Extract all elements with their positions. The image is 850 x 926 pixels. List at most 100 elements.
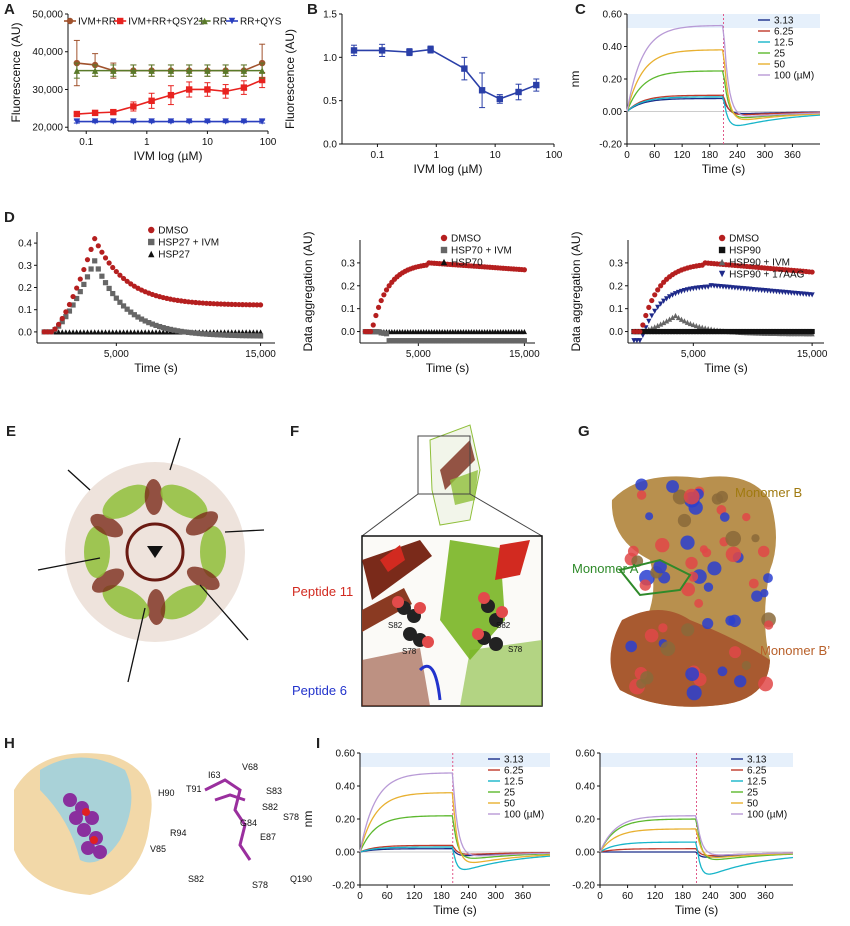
data-point [130, 118, 137, 125]
panel-g-structure-image: Monomer B Monomer A Monomer B’ [572, 476, 830, 707]
data-point [221, 332, 228, 338]
data-point [427, 46, 434, 53]
data-point [250, 333, 256, 339]
data-point [95, 329, 101, 335]
data-point [236, 301, 242, 308]
surface-charge-patch [672, 489, 688, 505]
series-line [626, 24, 821, 117]
data-point [809, 292, 815, 298]
data-point [471, 338, 477, 344]
x-tick-label: 60 [382, 891, 394, 902]
monomer-a-label: Monomer A [572, 561, 639, 576]
x-tick-label: 0 [357, 891, 363, 902]
data-point [211, 331, 217, 338]
surface-charge-patch [655, 537, 670, 553]
data-point [666, 294, 673, 300]
x-tick-label: 1 [144, 137, 150, 148]
legend-swatch-marker [201, 17, 208, 25]
data-point [63, 309, 69, 315]
monomer-b-prime-label: Monomer B’ [760, 643, 830, 658]
data-point [182, 329, 188, 335]
data-point [146, 329, 152, 335]
data-point [120, 329, 127, 335]
data-point [649, 297, 655, 304]
legend-label: IVM+RR [78, 17, 116, 28]
series-line [599, 841, 794, 875]
legend-label: 100 (µM) [504, 810, 544, 821]
surface-charge-patch [666, 480, 679, 493]
data-point [405, 338, 411, 344]
data-point [350, 47, 358, 54]
data-point [478, 87, 486, 94]
x-axis-title: Time (s) [426, 361, 470, 375]
series-line [626, 49, 821, 121]
x-tick-label: 180 [674, 891, 691, 902]
data-point [149, 329, 155, 335]
data-point [84, 329, 91, 335]
surface-charge-patch [707, 561, 722, 576]
structure-e-blade-green [84, 526, 110, 578]
chart-c-bli-sensorgram: 0 60 120 180 240 300 360 -0.20 0.00 0.20 0.40 0.60 T… [568, 10, 821, 176]
data-point [516, 338, 522, 344]
data-point [699, 324, 705, 330]
data-point [164, 325, 170, 332]
data-point [66, 329, 73, 335]
legend-label: 3.13 [747, 755, 767, 766]
data-point [711, 328, 717, 335]
data-point [652, 308, 658, 314]
data-point [52, 326, 58, 332]
y-tick-label: 0.0 [609, 327, 623, 338]
surface-charge-patch [625, 640, 637, 653]
data-point [423, 338, 429, 344]
series-line [626, 96, 821, 127]
legend-label: HSP27 [158, 250, 190, 261]
surface-charge-patch [763, 573, 773, 583]
data-point [375, 329, 382, 335]
data-point [383, 331, 390, 337]
data-point [418, 338, 424, 344]
data-point [70, 302, 76, 308]
legend-label: DMSO [158, 226, 188, 237]
data-point [91, 118, 99, 125]
data-point [193, 330, 199, 336]
data-point [73, 118, 81, 125]
data-point [254, 329, 260, 335]
surface-charge-patch [677, 513, 692, 528]
y-tick-label: 0.40 [336, 782, 356, 793]
data-point [149, 321, 155, 327]
data-point [460, 338, 467, 344]
data-point [455, 338, 461, 344]
y-axis-title: nm [568, 71, 582, 88]
y-tick-label: 0.3 [18, 261, 32, 272]
data-point [442, 338, 448, 344]
data-point [640, 322, 646, 328]
legend-label: 6.25 [504, 766, 524, 777]
data-point [809, 269, 815, 275]
surface-charge-patch [636, 490, 647, 500]
data-point [124, 329, 130, 335]
legend-label: 50 [747, 799, 759, 810]
data-point [117, 272, 123, 278]
panel-label-b: B [307, 1, 318, 18]
data-point [637, 328, 643, 335]
data-point [185, 86, 193, 93]
residue-label: S82 [262, 802, 278, 812]
data-point [128, 309, 134, 315]
y-tick-label: 50,000 [32, 10, 63, 21]
data-point [45, 329, 51, 335]
x-axis-title: IVM log (µM) [134, 149, 203, 163]
residue-s82-left: S82 [388, 621, 403, 630]
legend-label: 100 (µM) [774, 71, 814, 82]
data-point [699, 328, 705, 335]
data-point [243, 302, 249, 308]
series-line [359, 792, 551, 864]
residue-labels: V68 I63 T91 H90 S83 S82 S78 G84 R94 E87 V85 S82 S78 Q… [150, 762, 312, 890]
x-tick-label: 180 [433, 891, 450, 902]
residue-label: H90 [158, 788, 175, 798]
data-point [696, 323, 702, 330]
data-point [696, 328, 702, 335]
data-point [735, 328, 741, 335]
surface-charge-patch [751, 534, 760, 543]
legend-swatch-marker [440, 234, 448, 242]
